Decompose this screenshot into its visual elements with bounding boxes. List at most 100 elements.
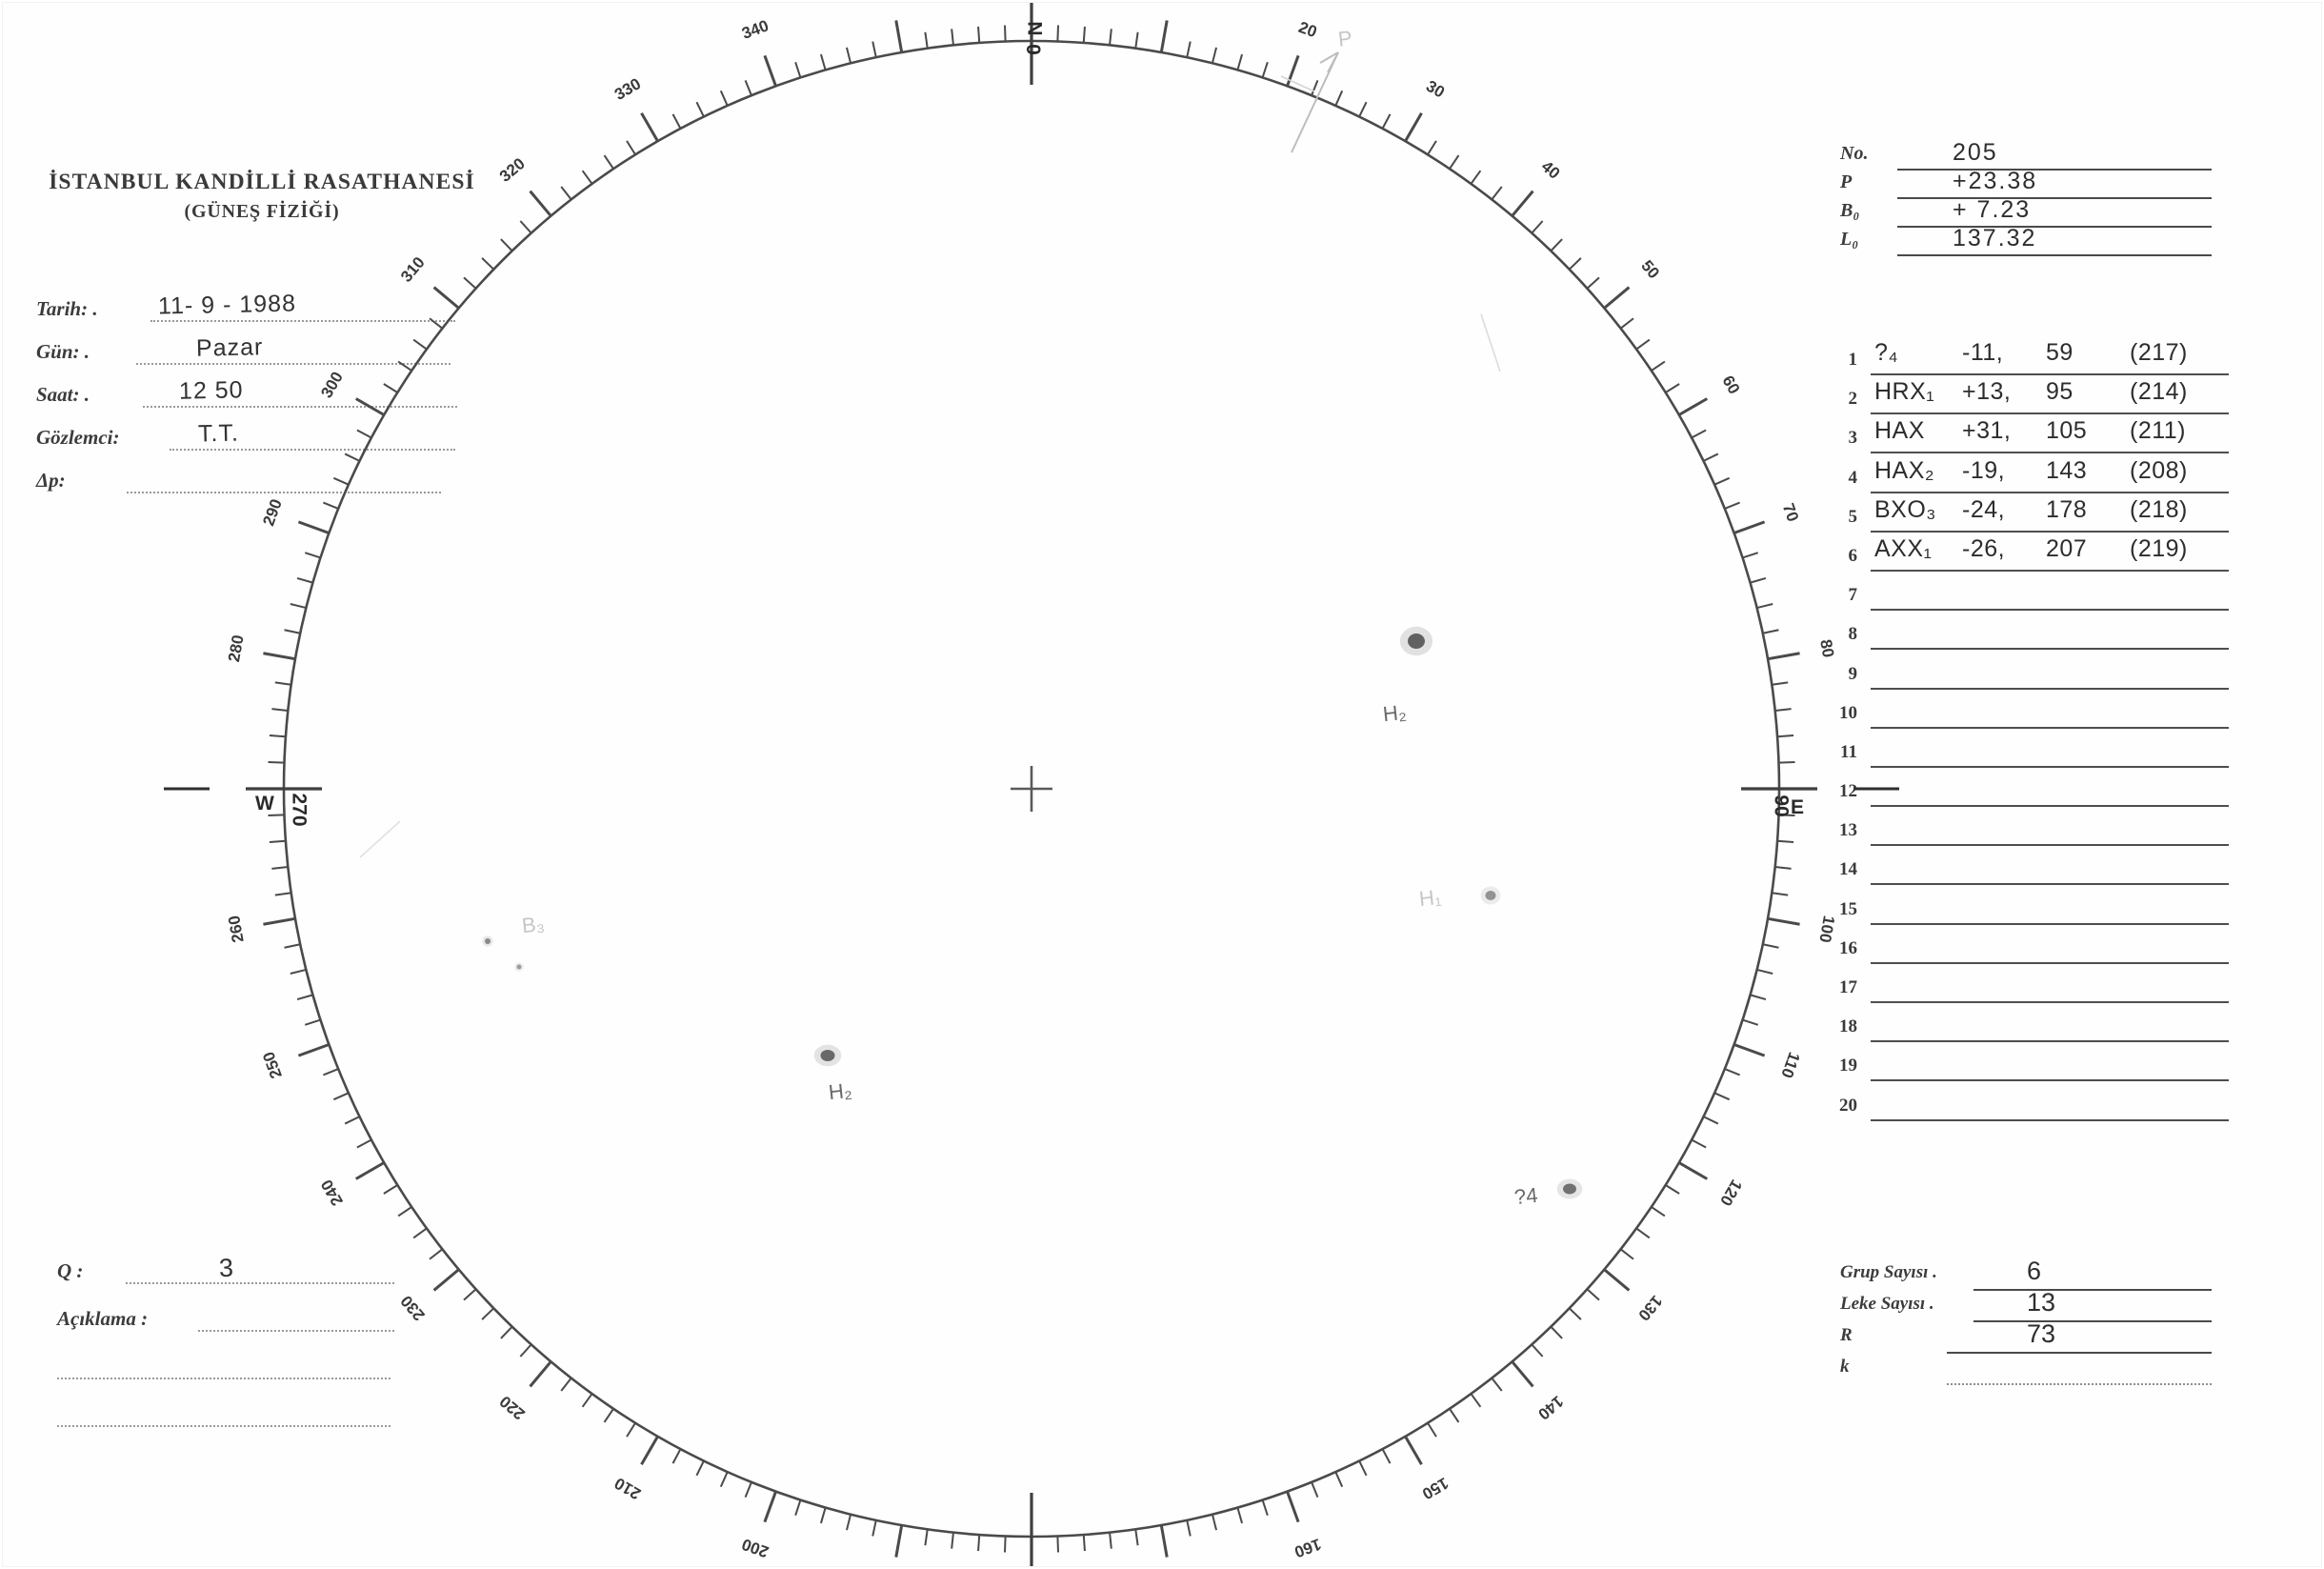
group-row-number: 4 (1848, 467, 1858, 488)
degree-label: 60 (1718, 372, 1743, 397)
group-row-entry: ?₄ -11, 59 (217) (1874, 339, 2188, 366)
degree-tick-minor (383, 383, 398, 393)
degree-tick-minor (344, 453, 360, 462)
degree-tick-minor (1742, 552, 1759, 559)
degree-tick-minor (269, 839, 286, 843)
degree-tick-minor (274, 681, 291, 686)
group-row-rule (1871, 452, 2229, 454)
observatory-masthead: İSTANBUL KANDİLLİ RASATHANESİ (GÜNEŞ FİZ… (38, 170, 486, 223)
degree-tick-minor (1311, 1481, 1319, 1498)
degree-tick-minor (1703, 453, 1719, 462)
degree-tick-minor (977, 1535, 981, 1552)
degree-tick-major (894, 20, 904, 53)
degree-tick-minor (1774, 708, 1792, 712)
group-row-number: 16 (1839, 937, 1857, 958)
notes-dotted-rule (57, 1425, 391, 1427)
degree-tick-minor (1381, 1448, 1392, 1464)
coord-rule (1897, 254, 2212, 256)
degree-tick-minor (951, 1532, 954, 1549)
coord-row-no: No. 205 (1840, 139, 2212, 171)
group-row-rule (1871, 491, 2229, 493)
degree-tick-minor (481, 1307, 495, 1320)
degree-tick-minor (560, 186, 572, 201)
group-row-number: 13 (1839, 820, 1857, 841)
coord-row-l0: L₀ 137.32 (1840, 225, 2212, 257)
sunspot-marks (482, 626, 1583, 1199)
east-marker: E (1791, 796, 1805, 818)
west-marker: W (255, 793, 274, 815)
sunspot-group-table: 1 ?₄ -11, 59 (217) 2 HRX₁ +13, 95 (214) 3 HAX +31, 10… (1829, 339, 2229, 1124)
degree-tick-minor (1186, 41, 1192, 58)
degree-tick-minor (463, 276, 477, 290)
field-label: Tarih: . (36, 297, 98, 320)
group-row: 7 (1829, 574, 2229, 614)
summary-label: Leke Sayısı . (1840, 1294, 1934, 1314)
degree-tick-minor (1742, 1018, 1759, 1026)
degree-tick-major (640, 111, 659, 142)
form-row-gozlemci: Gözlemci: T.T. (36, 420, 455, 465)
degree-tick-minor (1109, 1532, 1112, 1549)
field-label: Gün: . (36, 340, 90, 363)
degree-tick-major (263, 916, 296, 926)
degree-label: 310 (397, 253, 429, 286)
group-row: 5 BXO₃ -24, 178 (218) (1829, 496, 2229, 535)
degree-tick-minor (695, 1460, 705, 1477)
degree-tick-minor (1586, 276, 1600, 290)
cardinal-axis-marks (164, 0, 1899, 1569)
degree-tick-major (1286, 54, 1300, 87)
group-row-rule (1871, 726, 2229, 729)
degree-tick-minor (1762, 943, 1779, 949)
degree-tick-minor (1491, 1377, 1503, 1392)
notes-dotted-rule (57, 1378, 391, 1379)
degree-tick-major (1511, 190, 1534, 217)
degree-tick-minor (1470, 170, 1482, 185)
degree-tick-minor (519, 220, 532, 234)
group-row-rule (1871, 805, 2229, 808)
degree-tick-minor (290, 603, 307, 610)
sunspot-count-summary: Grup Sayısı . 6 Leke Sayısı . 13 R 73 k (1840, 1257, 2212, 1388)
degree-tick-minor (872, 41, 877, 58)
group-row-rule (1871, 922, 2229, 925)
sunspot-mark-4 (1563, 1183, 1576, 1195)
form-row-delta-p: Δp: (36, 465, 441, 508)
degree-label: 150 (1419, 1474, 1452, 1503)
degree-tick-minor (1211, 47, 1217, 64)
summary-row-r: R 73 (1840, 1319, 2212, 1357)
group-row-number: 1 (1848, 350, 1858, 370)
degree-tick-minor (1665, 383, 1680, 393)
degree-tick-minor (397, 1206, 412, 1217)
degree-tick-minor (1703, 1116, 1719, 1125)
notes-dotted-rule (198, 1330, 394, 1332)
group-row: 3 HAX +31, 105 (211) (1829, 417, 2229, 456)
degree-tick-minor (1756, 968, 1773, 975)
degree-tick-minor (1334, 1471, 1344, 1488)
group-row-rule (1871, 961, 2229, 964)
degree-tick-major (529, 190, 552, 217)
degree-tick-minor (626, 140, 636, 155)
sunspot-mark-5 (485, 938, 491, 944)
degree-tick-minor (1568, 257, 1582, 271)
group-row-number: 15 (1839, 898, 1857, 919)
degree-tick-minor (1004, 25, 1007, 42)
degree-label: 330 (611, 74, 644, 104)
degree-tick-minor (1261, 1499, 1269, 1517)
degree-tick-minor (560, 1377, 572, 1392)
degree-tick-minor (1056, 1536, 1059, 1553)
degree-label: 30 (1423, 77, 1448, 102)
group-row-number: 9 (1848, 663, 1858, 684)
coord-label: L₀ (1840, 229, 1859, 250)
degree-tick-major (354, 397, 385, 416)
summary-row-k: k (1840, 1357, 2212, 1388)
degree-tick-minor (581, 170, 593, 185)
degree-tick-minor (1470, 1393, 1482, 1408)
degree-tick-minor (1778, 761, 1795, 764)
west-degree: 270 (288, 793, 311, 827)
degree-label: 290 (259, 496, 286, 528)
group-row-entry: HRX₁ +13, 95 (214) (1874, 378, 2188, 406)
notes-dotted-rule (126, 1282, 394, 1284)
group-row: 15 (1829, 889, 2229, 928)
degree-tick-minor (1713, 476, 1731, 486)
degree-tick-minor (1756, 603, 1773, 610)
degree-tick-major (1511, 1360, 1534, 1388)
